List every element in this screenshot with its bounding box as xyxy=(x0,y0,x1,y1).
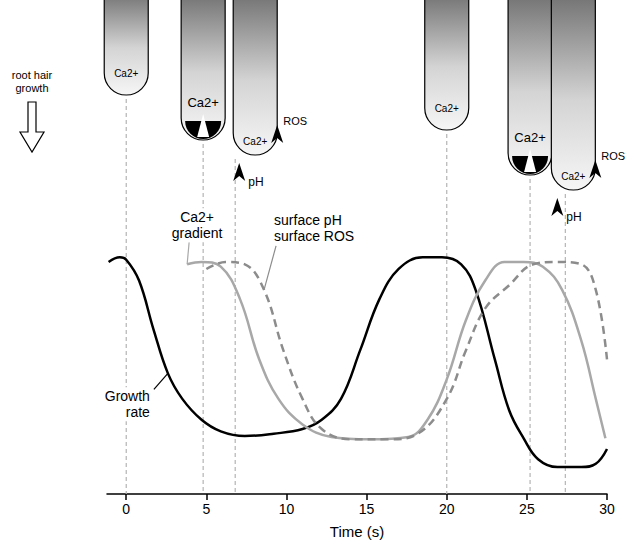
svg-text:Time (s): Time (s) xyxy=(330,523,384,540)
svg-text:5: 5 xyxy=(202,501,210,517)
svg-text:Ca2+: Ca2+ xyxy=(243,136,267,147)
svg-text:gradient: gradient xyxy=(172,225,223,241)
svg-text:Ca2+: Ca2+ xyxy=(435,103,459,114)
svg-text:10: 10 xyxy=(279,501,295,517)
svg-text:rate: rate xyxy=(126,404,150,420)
svg-text:15: 15 xyxy=(359,501,375,517)
svg-text:pH: pH xyxy=(566,210,581,224)
svg-text:25: 25 xyxy=(519,501,535,517)
svg-text:root hair: root hair xyxy=(12,69,53,81)
svg-text:surface ROS: surface ROS xyxy=(274,228,354,244)
svg-text:pH: pH xyxy=(248,175,263,189)
svg-text:30: 30 xyxy=(599,501,615,517)
svg-text:ROS: ROS xyxy=(601,150,625,162)
svg-text:0: 0 xyxy=(122,501,130,517)
svg-text:surface pH: surface pH xyxy=(274,212,342,228)
svg-text:Ca2+: Ca2+ xyxy=(514,130,545,145)
svg-text:growth: growth xyxy=(15,82,48,94)
svg-text:20: 20 xyxy=(439,501,455,517)
svg-text:Ca2+: Ca2+ xyxy=(561,171,585,182)
svg-text:Ca2+: Ca2+ xyxy=(187,95,218,110)
svg-text:Ca2+: Ca2+ xyxy=(114,68,138,79)
svg-text:Growth: Growth xyxy=(105,388,150,404)
svg-text:ROS: ROS xyxy=(283,115,307,127)
svg-text:Ca2+: Ca2+ xyxy=(180,209,214,225)
